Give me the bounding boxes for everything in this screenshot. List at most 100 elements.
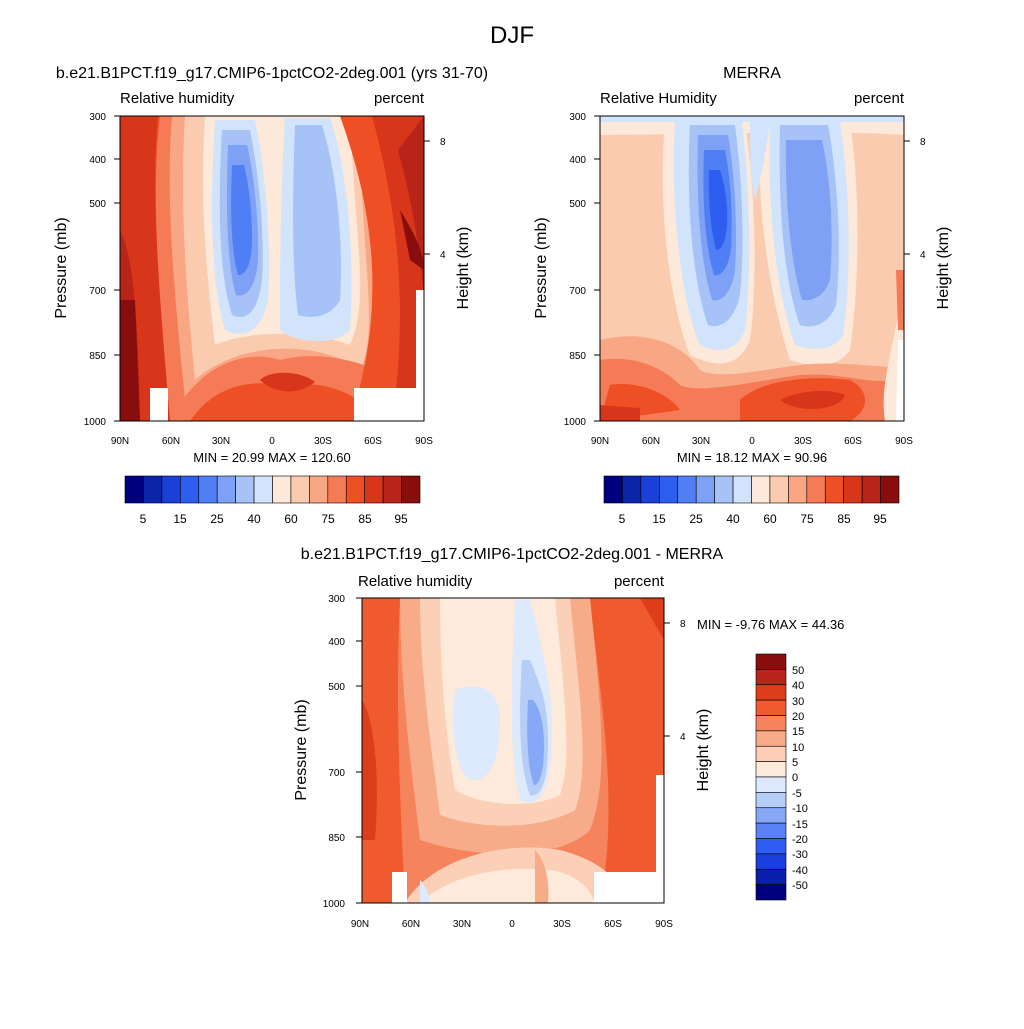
colorbar-swatch — [714, 475, 734, 504]
colorbar-labels: 5 15 25 40 60 75 85 95 — [619, 512, 887, 526]
y-tick-label: 850 — [328, 833, 345, 844]
x-tick-label: 30S — [314, 436, 332, 447]
colorbar-label: 85 — [837, 512, 851, 526]
colorbar-label: 40 — [726, 512, 740, 526]
y-ticks-right: 8 4 — [664, 619, 686, 743]
colorbar-swatch — [235, 475, 255, 504]
colorbar-label: 15 — [173, 512, 187, 526]
min-max-stats: MIN = 20.99 MAX = 120.60 — [193, 450, 351, 465]
colorbar-swatch — [290, 475, 310, 504]
x-tick-label: 30N — [692, 436, 710, 447]
panel-title: b.e21.B1PCT.f19_g17.CMIP6-1pctCO2-2deg.0… — [56, 65, 488, 82]
y-ticks-right: 8 4 — [904, 137, 926, 261]
x-ticks: 90N 60N 30N 0 30S 60S 90S — [111, 436, 433, 447]
panel-title: MERRA — [723, 65, 781, 82]
min-max-stats: MIN = -9.76 MAX = 44.36 — [697, 617, 844, 632]
y-tick-label-right: 4 — [440, 250, 446, 261]
x-tick-label: 30N — [453, 919, 471, 930]
colorbar-swatch — [751, 475, 771, 504]
x-tick-label: 90N — [111, 436, 129, 447]
y-tick-label-right: 8 — [680, 619, 686, 630]
y-ticks-right: 8 4 — [424, 137, 446, 261]
y-tick-label-right: 8 — [920, 137, 926, 148]
colorbar-label: 95 — [873, 512, 887, 526]
colorbar-swatch — [622, 475, 642, 504]
colorbar-swatch — [755, 776, 787, 793]
colorbar-swatch — [755, 838, 787, 855]
colorbar — [603, 475, 900, 504]
colorbar-label: 25 — [689, 512, 703, 526]
y-tick-label: 500 — [328, 682, 345, 693]
panel-title: b.e21.B1PCT.f19_g17.CMIP6-1pctCO2-2deg.0… — [301, 546, 724, 563]
min-max-stats: MIN = 18.12 MAX = 90.96 — [677, 450, 827, 465]
colorbar-swatch — [695, 475, 715, 504]
x-tick-label: 0 — [749, 436, 755, 447]
colorbar-label: 40 — [792, 680, 804, 692]
y-tick-label: 1000 — [323, 899, 346, 910]
colorbar-swatch — [755, 745, 787, 762]
y-axis-label: Pressure (mb) — [533, 217, 550, 318]
colorbar-labels: 50 40 30 20 15 10 5 0 -5 -10 -15 -20 -30… — [792, 665, 808, 892]
colorbar-label: 5 — [140, 512, 147, 526]
plot-frame — [361, 597, 665, 904]
colorbar-swatch — [309, 475, 329, 504]
plot-frame — [599, 115, 905, 422]
colorbar-label: 75 — [321, 512, 335, 526]
right-label: percent — [854, 90, 905, 107]
colorbar-swatch — [253, 475, 273, 504]
x-tick-label: 60N — [642, 436, 660, 447]
x-tick-label: 60N — [162, 436, 180, 447]
x-tick-label: 60S — [844, 436, 862, 447]
colorbar-swatch — [755, 669, 787, 686]
colorbar-swatch — [843, 475, 863, 504]
x-tick-label: 90S — [415, 436, 433, 447]
colorbar-label: 30 — [792, 696, 804, 708]
colorbar-label: 15 — [792, 726, 804, 738]
colorbar-label: 15 — [652, 512, 666, 526]
colorbar-swatch — [327, 475, 347, 504]
colorbar-swatch — [806, 475, 826, 504]
colorbar-label: 40 — [247, 512, 261, 526]
colorbar-swatch — [198, 475, 218, 504]
colorbar-swatch — [659, 475, 679, 504]
colorbar-swatch — [640, 475, 660, 504]
colorbar-label: 60 — [763, 512, 777, 526]
colorbar-swatch — [124, 475, 144, 504]
colorbar-label: -15 — [792, 819, 808, 831]
x-tick-label: 0 — [509, 919, 515, 930]
colorbar-swatch — [732, 475, 752, 504]
left-label: Relative humidity — [358, 573, 473, 590]
colorbar-swatch — [161, 475, 181, 504]
y-tick-label: 400 — [569, 155, 586, 166]
y-tick-label: 500 — [569, 199, 586, 210]
y-tick-label: 1000 — [564, 417, 587, 428]
colorbar-swatch — [769, 475, 789, 504]
colorbar-label: -50 — [792, 880, 808, 892]
y-tick-label: 300 — [328, 594, 345, 605]
y-tick-label: 500 — [89, 199, 106, 210]
colorbar-label: 50 — [792, 665, 804, 677]
colorbar-swatch — [180, 475, 200, 504]
contour-field — [362, 598, 664, 903]
colorbar-label: 95 — [394, 512, 408, 526]
y-tick-label: 400 — [89, 155, 106, 166]
y-axis-label-right: Height (km) — [695, 709, 712, 792]
colorbar-label: -20 — [792, 834, 808, 846]
colorbar-label: 60 — [284, 512, 298, 526]
colorbar-swatch — [272, 475, 292, 504]
right-label: percent — [614, 573, 665, 590]
y-tick-label: 700 — [89, 286, 106, 297]
colorbar-swatch — [382, 475, 402, 504]
x-tick-label: 60N — [402, 919, 420, 930]
y-tick-label: 850 — [89, 351, 106, 362]
colorbar-swatch — [880, 475, 900, 504]
y-ticks-left: 300 400 500 700 850 1000 — [564, 112, 600, 428]
colorbar-swatch — [603, 475, 623, 504]
x-ticks: 90N 60N 30N 0 30S 60S 90S — [351, 919, 673, 930]
left-label: Relative Humidity — [600, 90, 717, 107]
y-tick-label: 850 — [569, 351, 586, 362]
y-tick-label-right: 4 — [680, 732, 686, 743]
x-tick-label: 90N — [591, 436, 609, 447]
colorbar-labels: 5 15 25 40 60 75 85 95 — [140, 512, 408, 526]
